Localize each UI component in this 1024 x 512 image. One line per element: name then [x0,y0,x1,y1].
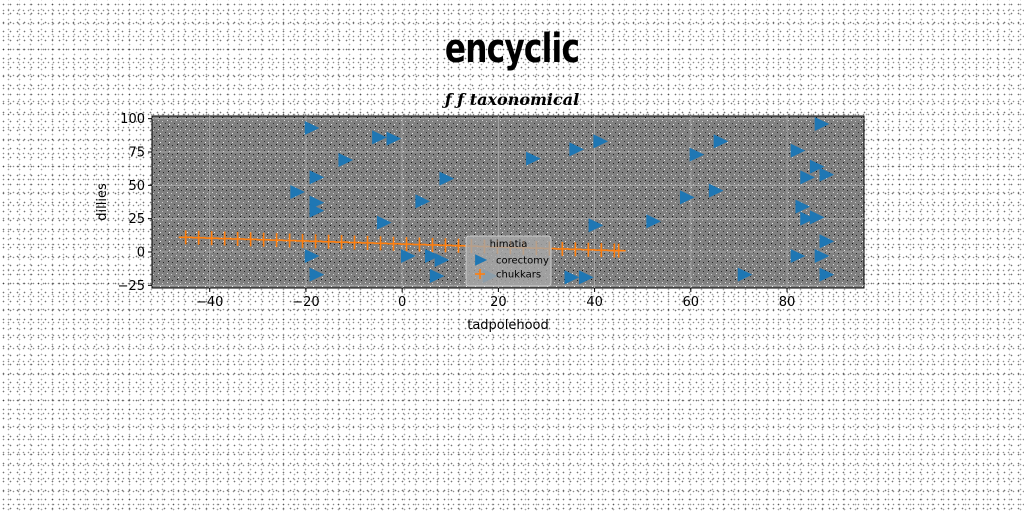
y-tick-label: 100 [120,112,145,127]
y-tick-label: 25 [128,212,145,227]
x-tick-label: 80 [779,295,796,310]
x-tick-label: −20 [292,295,319,310]
x-tick-label: 0 [398,295,406,310]
x-axis-label: tadpolehood [467,318,549,333]
legend-label-corectomy: corectomy [496,256,549,267]
y-tick-label: −25 [118,279,145,294]
x-tick-label: 60 [683,295,700,310]
x-tick-label: −40 [196,295,223,310]
x-tick-label: 20 [490,295,507,310]
y-axis-label: dillies [95,183,110,221]
y-tick-label: 50 [128,179,145,194]
legend-title: himatia [490,239,528,250]
legend: himatia corectomy chukkars [466,236,551,286]
y-tick-label: 75 [128,146,145,161]
legend-label-chukkars: chukkars [496,270,541,281]
y-tick-label: 0 [137,246,145,261]
x-tick-label: 40 [586,295,603,310]
